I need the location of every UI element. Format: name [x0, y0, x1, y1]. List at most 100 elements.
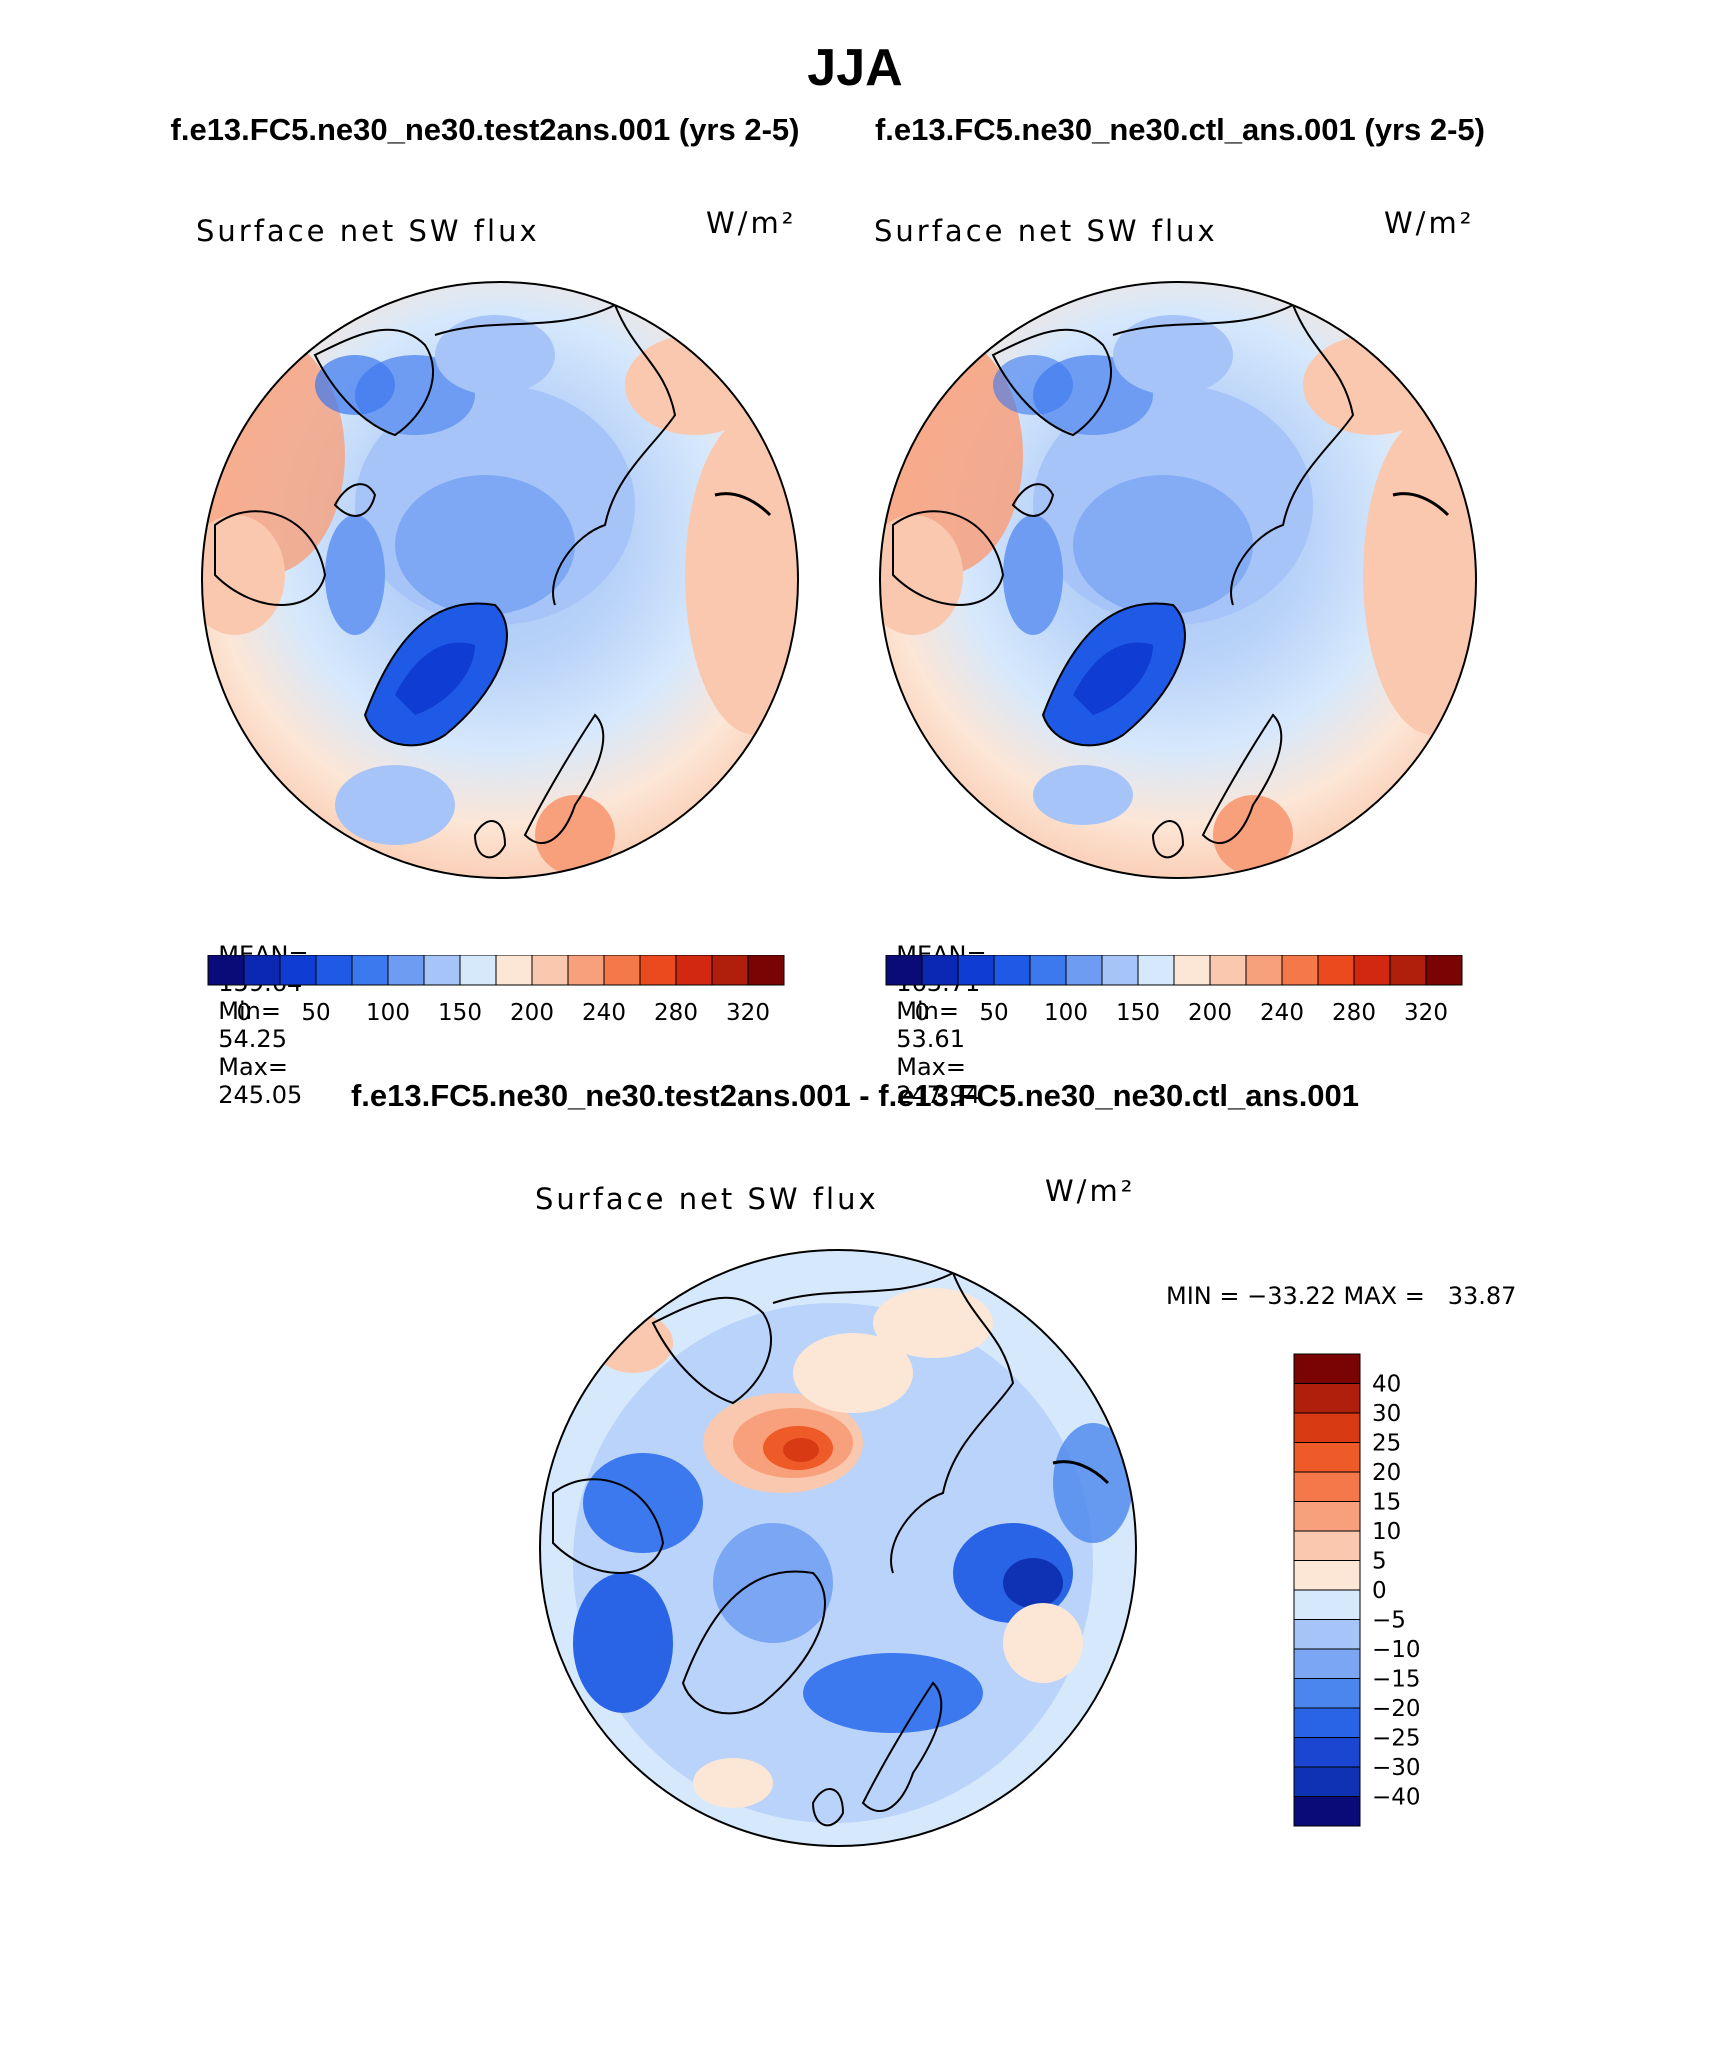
left-colorbar-bin [639, 955, 677, 986]
diff-colorbar-tick-label: −20 [1372, 1696, 1420, 1722]
left-colorbar-bin [243, 955, 281, 986]
diff-colorbar-tick-label: 0 [1372, 1578, 1387, 1604]
left-colorbar-bin [459, 955, 497, 986]
left-colorbar-bin [531, 955, 569, 986]
right-colorbar-bin [1389, 955, 1427, 986]
left-max-label: Max= [218, 1053, 288, 1081]
diff-colorbar-tick-label: 30 [1372, 1401, 1401, 1427]
diff-colorbar-bin [1293, 1737, 1361, 1768]
right-colorbar-bin [1317, 955, 1355, 986]
diff-colorbar-bin [1293, 1501, 1361, 1532]
diff-colorbar-tick-label: 20 [1372, 1460, 1401, 1486]
right-colorbar-bin [993, 955, 1031, 986]
left-variable-label: Surface net SW flux [196, 214, 540, 248]
diff-colorbar-tick-label: 10 [1372, 1519, 1401, 1545]
left-colorbar-tick-label: 100 [366, 1000, 410, 1026]
right-variable-label: Surface net SW flux [874, 214, 1218, 248]
left-polar-map [201, 281, 799, 879]
diff-minmax-text: MIN = −33.22 MAX = 33.87 [1166, 1282, 1517, 1310]
right-colorbar-bin [1209, 955, 1247, 986]
diff-colorbar-bin [1293, 1530, 1361, 1561]
diff-colorbar-bin [1293, 1619, 1361, 1650]
right-colorbar-bin [1245, 955, 1283, 986]
right-colorbar-bin [1281, 955, 1319, 986]
left-colorbar-bin [711, 955, 749, 986]
diff-colorbar-bin [1293, 1796, 1361, 1827]
diff-colorbar-tick-label: −15 [1372, 1667, 1420, 1693]
right-min-label: Min= [896, 997, 959, 1025]
left-colorbar-bin [279, 955, 317, 986]
left-colorbar-bin [495, 955, 533, 986]
right-max-value: 247.94 [896, 1081, 981, 1109]
left-colorbar-bin [567, 955, 605, 986]
left-colorbar-tick-label: 150 [438, 1000, 482, 1026]
right-colorbar-bin [1101, 955, 1139, 986]
diff-colorbar-bin [1293, 1442, 1361, 1473]
right-colorbar: 0 50 100 150 200 240 280 320 [885, 955, 1463, 1026]
diff-colorbar-tick-label: 25 [1372, 1431, 1401, 1457]
diff-colorbar-bin [1293, 1471, 1361, 1502]
right-colorbar-tick-label: 320 [1404, 1000, 1448, 1026]
right-colorbar-bin [1353, 955, 1391, 986]
diff-colorbar-tick-label: 40 [1372, 1372, 1401, 1398]
left-min-value: 54.25 [218, 1025, 287, 1053]
left-units-label: W/m² [706, 206, 797, 240]
diff-colorbar-tick-label: −5 [1372, 1608, 1406, 1634]
left-colorbar-bin [423, 955, 461, 986]
diff-units-label: W/m² [1045, 1174, 1136, 1208]
right-colorbar-bin [1425, 955, 1463, 986]
diff-colorbar-tick-label: 15 [1372, 1490, 1401, 1516]
left-colorbar: 0 50 100 150 200 240 280 320 [207, 955, 785, 1026]
left-min-label: Min= [218, 997, 281, 1025]
left-colorbar-bin [603, 955, 641, 986]
left-colorbar-tick-label: 0 [237, 1000, 252, 1026]
diff-colorbar-tick-label: −25 [1372, 1726, 1420, 1752]
left-colorbar-bin [747, 955, 785, 986]
right-colorbar-tick-label: 240 [1260, 1000, 1304, 1026]
right-colorbar-tick-label: 0 [915, 1000, 930, 1026]
right-max-label: Max= [896, 1053, 966, 1081]
left-colorbar-bin [351, 955, 389, 986]
right-colorbar-tick-label: 50 [979, 1000, 1008, 1026]
right-colorbar-bin [921, 955, 959, 986]
diff-colorbar-bin [1293, 1412, 1361, 1443]
diff-colorbar-bin [1293, 1678, 1361, 1709]
page-title: JJA [807, 39, 903, 97]
right-colorbar-bin [885, 955, 923, 986]
right-colorbar-tick-label: 200 [1188, 1000, 1232, 1026]
left-colorbar-tick-label: 240 [582, 1000, 626, 1026]
diff-variable-label: Surface net SW flux [535, 1182, 879, 1216]
left-colorbar-bin [207, 955, 245, 986]
diff-colorbar-tick-label: 5 [1372, 1549, 1387, 1575]
left-max-value: 245.05 [218, 1081, 303, 1109]
diff-colorbar-bin [1293, 1589, 1361, 1620]
diff-colorbar-tick-label: −40 [1372, 1785, 1420, 1811]
left-colorbar-bin [315, 955, 353, 986]
left-colorbar-tick-label: 280 [654, 1000, 698, 1026]
right-case-title: f.e13.FC5.ne30_ne30.ctl_ans.001 (yrs 2-5… [874, 112, 1485, 147]
left-colorbar-bin [387, 955, 425, 986]
diff-colorbar-bin [1293, 1560, 1361, 1591]
difference-polar-map [539, 1249, 1137, 1847]
left-colorbar-tick-label: 200 [510, 1000, 554, 1026]
right-units-label: W/m² [1384, 206, 1475, 240]
diff-colorbar-bin [1293, 1648, 1361, 1679]
right-colorbar-tick-label: 280 [1332, 1000, 1376, 1026]
right-colorbar-bin [1065, 955, 1103, 986]
right-colorbar-tick-label: 150 [1116, 1000, 1160, 1026]
right-colorbar-bin [1173, 955, 1211, 986]
difference-title: f.e13.FC5.ne30_ne30.test2ans.001 - f.e13… [350, 1078, 1360, 1113]
diff-colorbar-tick-label: −30 [1372, 1755, 1420, 1781]
left-colorbar-tick-label: 50 [301, 1000, 330, 1026]
right-colorbar-bin [1029, 955, 1067, 986]
left-case-title: f.e13.FC5.ne30_ne30.test2ans.001 (yrs 2-… [170, 112, 800, 147]
diff-colorbar-bin [1293, 1707, 1361, 1738]
right-polar-map [879, 281, 1477, 879]
right-colorbar-bin [1137, 955, 1175, 986]
left-colorbar-bin [675, 955, 713, 986]
difference-colorbar: 40 30 25 20 15 10 5 0 −5 −10 −15 −20 −25 −30 −40 [1293, 1353, 1420, 1827]
diff-colorbar-tick-label: −10 [1372, 1637, 1420, 1663]
diff-colorbar-bin [1293, 1766, 1361, 1797]
right-min-value: 53.61 [896, 1025, 965, 1053]
diff-colorbar-bin [1293, 1353, 1361, 1384]
